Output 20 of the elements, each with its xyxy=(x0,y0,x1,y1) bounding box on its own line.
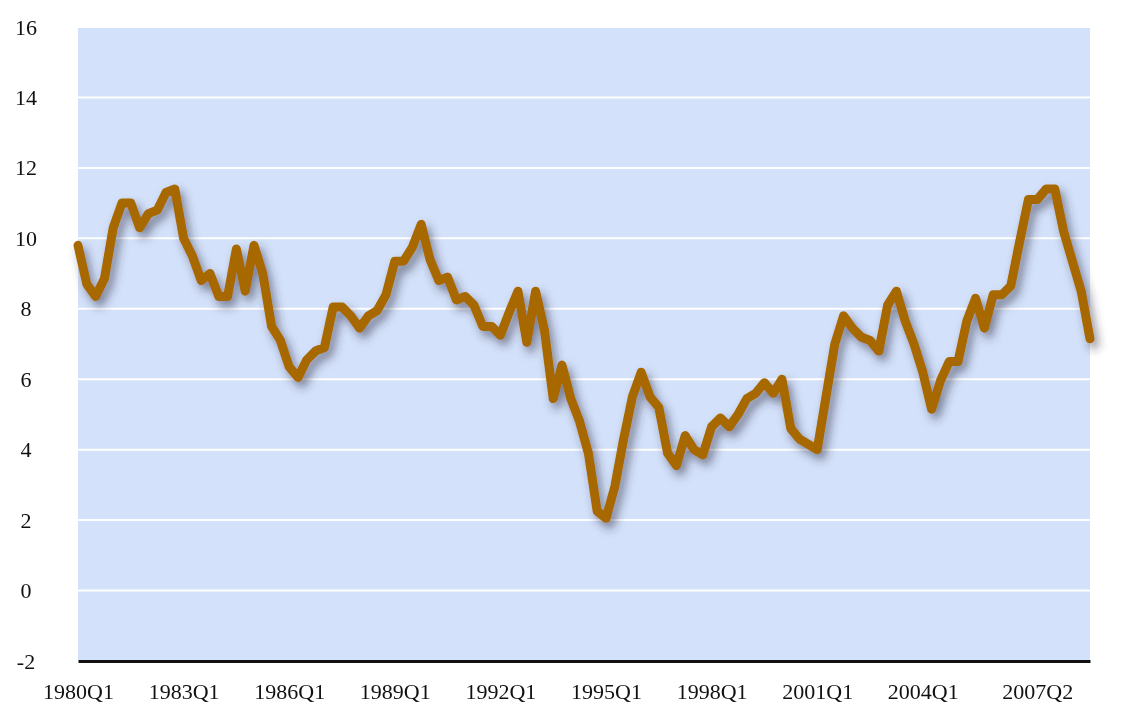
y-tick-label: 6 xyxy=(20,366,32,392)
y-tick-label: 4 xyxy=(20,437,32,463)
x-tick-label: 1992Q1 xyxy=(465,679,537,705)
x-tick-label: 1989Q1 xyxy=(359,679,431,705)
y-tick-label: 8 xyxy=(20,296,32,322)
y-tick-label: 14 xyxy=(15,84,37,110)
y-tick-label: 10 xyxy=(15,225,37,251)
x-tick-label: 1980Q1 xyxy=(43,679,114,705)
x-tick-label: 1998Q1 xyxy=(676,679,748,705)
x-tick-label: 2004Q1 xyxy=(887,679,959,705)
y-tick-label: 2 xyxy=(20,507,32,533)
y-tick-label: 12 xyxy=(15,155,37,181)
x-tick-label: 2007Q2 xyxy=(1002,679,1074,705)
y-tick-label: 16 xyxy=(15,14,37,40)
x-tick-label: 1983Q1 xyxy=(148,679,220,705)
y-tick-label: -2 xyxy=(16,648,36,674)
x-tick-label: 2001Q1 xyxy=(782,679,854,705)
x-tick-label: 1995Q1 xyxy=(571,679,642,705)
x-tick-label: 1986Q1 xyxy=(254,679,326,705)
y-tick-label: 0 xyxy=(20,578,32,604)
